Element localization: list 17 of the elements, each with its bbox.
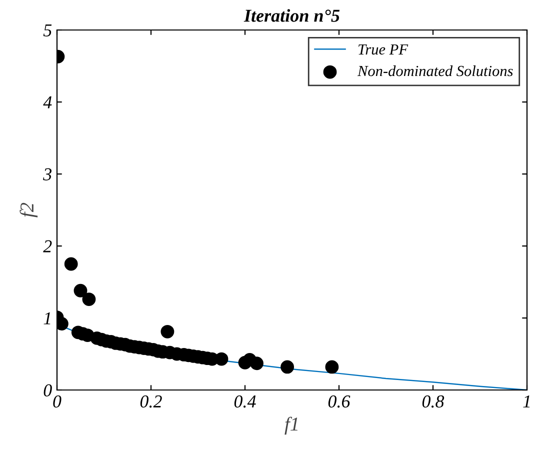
- y-tick-label: 5: [43, 24, 52, 36]
- y-tick-label: 3: [43, 168, 52, 180]
- chart-title: Iteration n°5: [244, 9, 340, 22]
- y-tick-label: 4: [43, 96, 52, 108]
- x-tick-label: 0.6: [328, 395, 350, 408]
- legend-label: Non-dominated Solutions: [357, 65, 513, 76]
- x-tick-label: 0.4: [234, 395, 256, 408]
- y-tick-label: 1: [44, 312, 50, 324]
- x-tick-label: 0.8: [422, 395, 444, 408]
- x-tick-label: 0.2: [140, 395, 162, 408]
- y-axis-title: f2: [20, 202, 38, 218]
- legend-label: True PF: [358, 44, 408, 55]
- x-tick-label: 1: [523, 395, 530, 408]
- x-tick-label: 0: [53, 395, 62, 408]
- y-tick-label: 0: [44, 384, 52, 396]
- x-axis-title: f1: [284, 416, 298, 435]
- y-tick-label: 2: [43, 240, 52, 252]
